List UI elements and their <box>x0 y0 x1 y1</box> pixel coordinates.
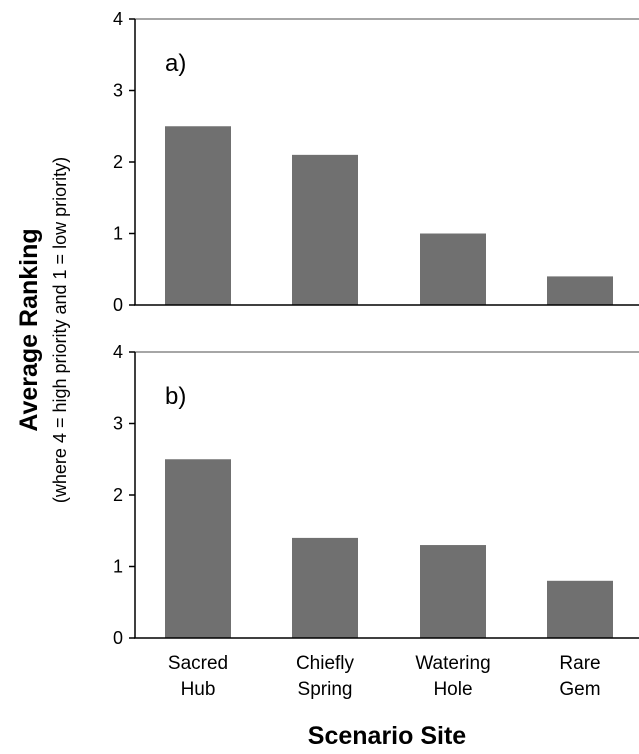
y-tick-label: 2 <box>113 152 123 172</box>
category-label-line2: Hub <box>181 679 216 700</box>
bar-a-4 <box>547 276 613 305</box>
category-label-line1: Sacred <box>168 653 228 674</box>
y-tick-label: 1 <box>113 224 123 244</box>
category-label-line2: Hole <box>433 679 472 700</box>
y-tick-label: 4 <box>113 342 123 362</box>
category-label-line1: Watering <box>415 653 490 674</box>
category-label-line1: Chiefly <box>296 653 355 674</box>
bar-a-1 <box>165 126 231 305</box>
y-axis-subtitle: (where 4 = high priority and 1 = low pri… <box>50 157 70 503</box>
category-label-line2: Spring <box>298 679 353 700</box>
x-axis-title: Scenario Site <box>308 722 466 750</box>
y-tick-label: 4 <box>113 9 123 29</box>
panel-a: 0 1 2 3 4 a) <box>113 9 639 315</box>
panel-label: a) <box>165 50 186 77</box>
y-tick-label: 1 <box>113 557 123 577</box>
bar-b-1 <box>165 459 231 638</box>
panel-label: b) <box>165 383 186 410</box>
category-labels: Sacred Hub Chiefly Spring Watering Hole Rare Ge… <box>168 653 601 700</box>
bar-b-2 <box>292 537 358 638</box>
y-tick-label: 0 <box>113 628 123 648</box>
panel-b: 0 1 2 3 4 b) <box>113 342 639 648</box>
category-label-line1: Rare <box>559 653 600 674</box>
y-tick-label: 3 <box>113 414 123 434</box>
bar-b-3 <box>420 545 486 638</box>
bar-a-3 <box>420 233 486 305</box>
y-tick-label: 2 <box>113 485 123 505</box>
bar-b-4 <box>547 580 613 638</box>
y-tick-label: 3 <box>113 81 123 101</box>
y-tick-label: 0 <box>113 295 123 315</box>
category-label-line2: Gem <box>559 679 600 700</box>
bar-a-2 <box>292 154 358 305</box>
y-axis-title: Average Ranking <box>15 228 43 431</box>
